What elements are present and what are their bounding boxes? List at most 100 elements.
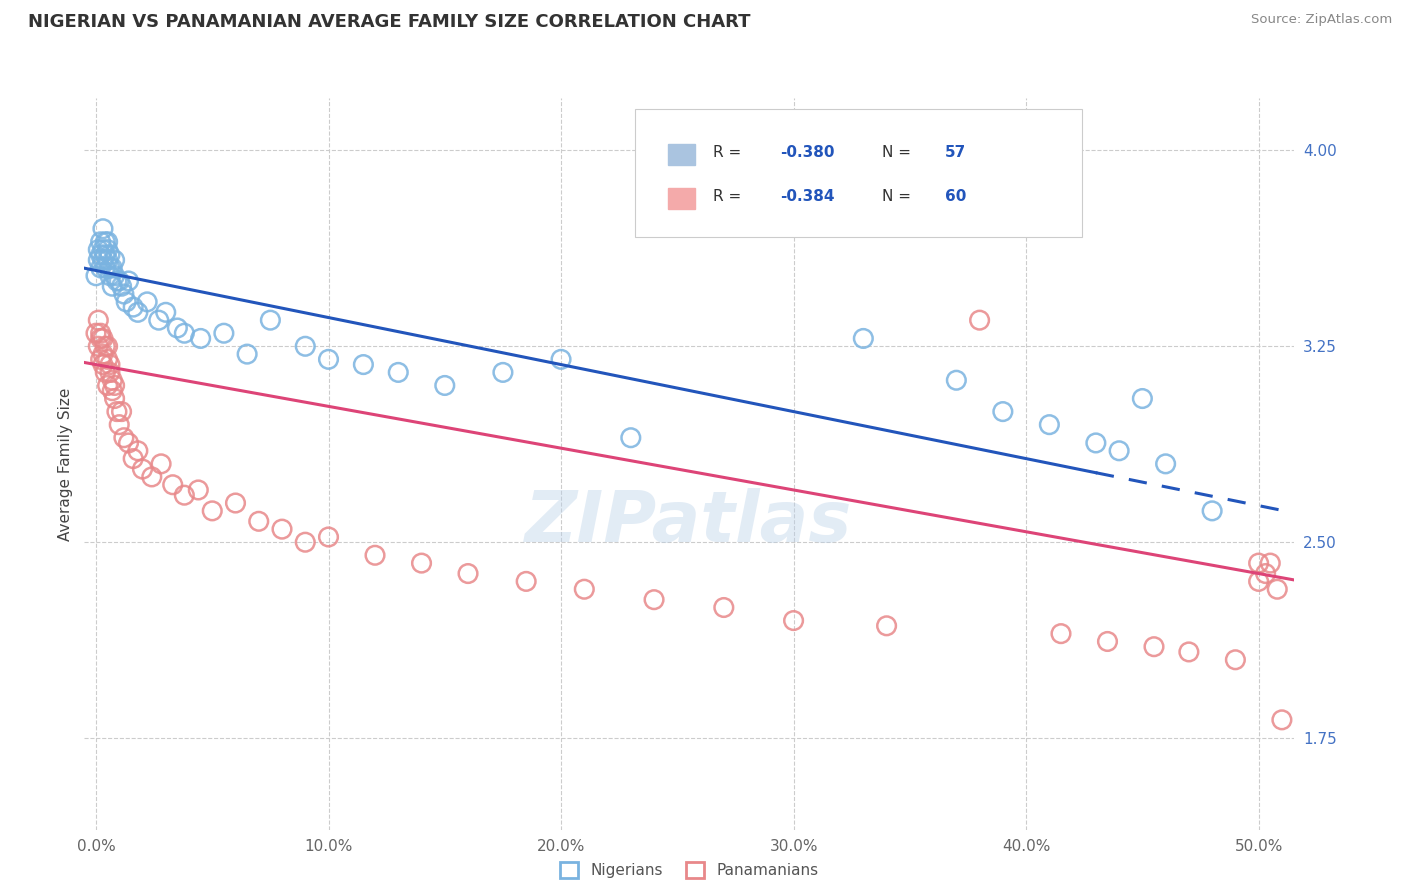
Point [991,404,1014,418]
Point [108,274,131,288]
Point [318,352,340,367]
Point [515,574,537,589]
Point [550,352,572,367]
Point [1084,436,1107,450]
Text: Source: ZipAtlas.com: Source: ZipAtlas.com [1251,13,1392,27]
Point [1143,640,1166,654]
Point [236,347,259,361]
Point [84,268,107,283]
Point [187,483,209,497]
Point [1258,556,1281,570]
Point [94,339,117,353]
Point [91,347,114,361]
Point [97,378,120,392]
Point [91,331,114,345]
Point [90,352,112,367]
Point [90,331,112,345]
Point [87,243,110,257]
Point [876,619,898,633]
Text: ZIPatlas: ZIPatlas [526,488,852,557]
Point [115,294,138,309]
Point [969,313,991,327]
Point [162,477,184,491]
Point [190,331,212,345]
Point [101,373,124,387]
Point [122,451,145,466]
Point [110,279,132,293]
Point [90,248,112,262]
Text: NIGERIAN VS PANAMANIAN AVERAGE FAMILY SIZE CORRELATION CHART: NIGERIAN VS PANAMANIAN AVERAGE FAMILY SI… [28,13,751,31]
Point [97,253,120,268]
Point [1201,504,1223,518]
FancyBboxPatch shape [634,109,1083,237]
Point [87,339,110,353]
Point [1154,457,1177,471]
Point [98,366,121,380]
Point [91,358,114,372]
Y-axis label: Average Family Size: Average Family Size [58,387,73,541]
FancyBboxPatch shape [668,144,695,165]
Point [150,457,173,471]
Point [1225,653,1247,667]
Point [411,556,433,570]
Point [1130,392,1153,406]
Point [148,313,170,327]
Point [98,358,121,372]
Point [90,260,112,275]
Point [294,339,316,353]
Point [98,260,121,275]
Point [104,268,127,283]
Text: -0.384: -0.384 [780,189,834,204]
Point [84,326,107,341]
Point [247,514,270,528]
Point [127,443,149,458]
Point [94,248,117,262]
Point [97,243,120,257]
Point [136,294,159,309]
Point [620,431,643,445]
Point [108,417,131,432]
Point [1038,417,1060,432]
Point [90,326,112,341]
Point [318,530,340,544]
Point [457,566,479,581]
Point [122,300,145,314]
Point [97,352,120,367]
Text: 60: 60 [945,189,967,204]
Legend: Nigerians, Panamanians: Nigerians, Panamanians [554,856,824,884]
Point [387,366,409,380]
Point [782,614,804,628]
FancyBboxPatch shape [668,187,695,209]
Point [101,279,124,293]
Point [574,582,596,597]
Text: N =: N = [883,189,917,204]
Point [117,274,139,288]
Point [166,321,188,335]
Point [201,504,224,518]
Point [364,548,387,563]
Point [1050,626,1073,640]
Point [117,436,139,450]
Point [104,378,127,392]
Point [94,260,117,275]
Text: R =: R = [713,189,747,204]
Text: R =: R = [713,145,747,161]
Point [105,404,128,418]
Point [101,260,124,275]
Point [1097,634,1119,648]
Point [1271,713,1294,727]
Point [1247,574,1270,589]
Point [112,431,135,445]
Point [271,522,294,536]
Point [94,366,117,380]
Point [643,592,665,607]
Point [173,488,195,502]
Point [225,496,247,510]
Point [131,462,153,476]
Text: -0.380: -0.380 [780,145,834,161]
Point [492,366,515,380]
Point [1247,556,1270,570]
Point [91,221,114,235]
Point [104,392,127,406]
Point [97,339,120,353]
